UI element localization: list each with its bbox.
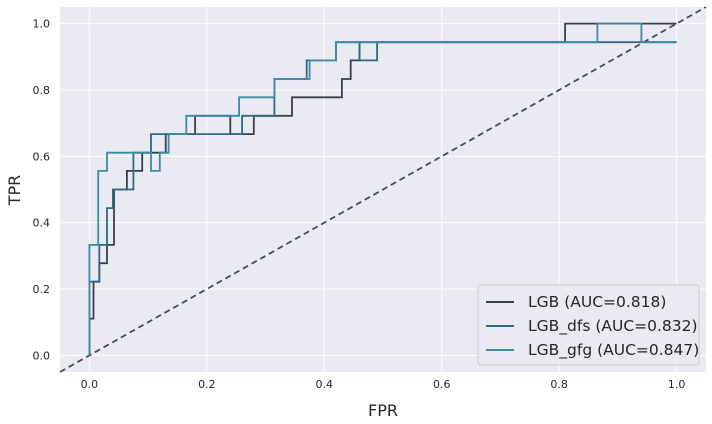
- x-tick-label: 0.6: [433, 378, 451, 391]
- y-tick-label: 0.8: [33, 84, 51, 97]
- y-tick-label: 0.4: [33, 217, 51, 230]
- legend-label-lgb-dfs: LGB_dfs (AUC=0.832): [528, 317, 698, 336]
- x-tick-label: 0.4: [316, 378, 334, 391]
- legend-label-lgb: LGB (AUC=0.818): [528, 293, 666, 311]
- y-tick-label: 0.2: [33, 283, 51, 296]
- x-tick-label: 0.2: [198, 378, 216, 391]
- legend: LGB (AUC=0.818) LGB_dfs (AUC=0.832) LGB_…: [477, 284, 700, 366]
- x-tick-label: 0.0: [81, 378, 99, 391]
- roc-series: [88, 22, 677, 356]
- legend-box: [477, 284, 700, 366]
- legend-label-lgb-gfg: LGB_gfg (AUC=0.847): [528, 341, 699, 360]
- x-tick-label: 1.0: [668, 378, 686, 391]
- y-axis-label: TPR: [5, 175, 24, 207]
- x-tick-label: 0.8: [550, 378, 568, 391]
- y-tick-labels: 0.0 0.2 0.4 0.6 0.8 1.0: [33, 18, 51, 363]
- x-axis-label: FPR: [368, 401, 398, 420]
- y-tick-label: 1.0: [33, 18, 51, 31]
- y-tick-label: 0.6: [33, 150, 51, 163]
- roc-line-lgb-gfg: [88, 22, 677, 356]
- chance-diagonal-line: [59, 6, 707, 373]
- y-tick-label: 0.0: [33, 349, 51, 362]
- x-tick-labels: 0.0 0.2 0.4 0.6 0.8 1.0: [81, 378, 686, 391]
